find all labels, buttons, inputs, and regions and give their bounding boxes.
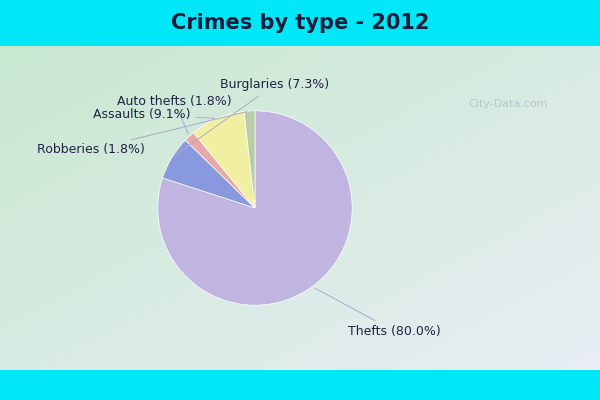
Text: Thefts (80.0%): Thefts (80.0%)	[314, 288, 441, 338]
Text: Auto thefts (1.8%): Auto thefts (1.8%)	[117, 95, 232, 134]
Text: Crimes by type - 2012: Crimes by type - 2012	[171, 13, 429, 33]
Wedge shape	[163, 140, 255, 208]
Text: City-Data.com: City-Data.com	[468, 99, 548, 109]
Wedge shape	[158, 111, 352, 305]
Text: Burglaries (7.3%): Burglaries (7.3%)	[174, 78, 329, 156]
Text: Assaults (9.1%): Assaults (9.1%)	[92, 108, 214, 121]
Wedge shape	[244, 111, 255, 208]
Wedge shape	[185, 133, 255, 208]
Text: Robberies (1.8%): Robberies (1.8%)	[37, 112, 247, 156]
Wedge shape	[194, 112, 255, 208]
